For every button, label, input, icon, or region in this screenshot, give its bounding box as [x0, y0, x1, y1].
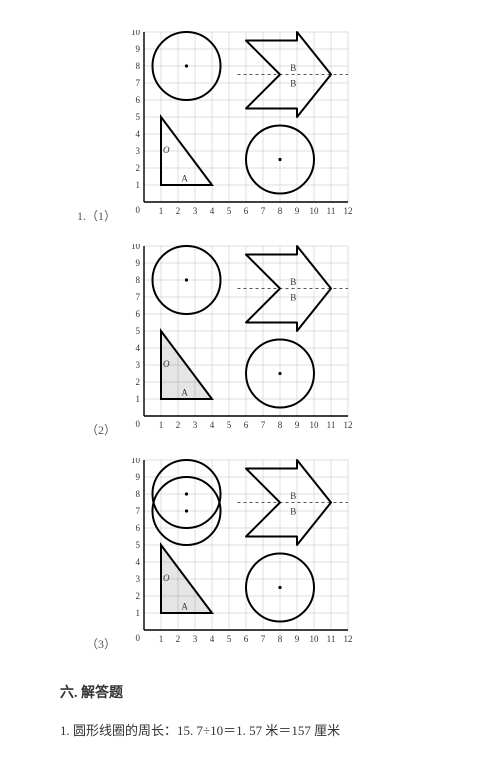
svg-text:9: 9	[136, 44, 141, 54]
svg-text:5: 5	[136, 540, 141, 550]
svg-text:3: 3	[136, 360, 141, 370]
svg-text:4: 4	[136, 343, 141, 353]
svg-text:8: 8	[278, 634, 283, 644]
svg-text:7: 7	[136, 506, 141, 516]
svg-text:5: 5	[227, 206, 232, 216]
svg-text:3: 3	[193, 206, 198, 216]
figure-diagram-1: 012345678910111212345678910OABB	[122, 30, 352, 226]
svg-text:9: 9	[136, 472, 141, 482]
svg-text:7: 7	[136, 292, 141, 302]
svg-text:B: B	[290, 506, 296, 516]
svg-text:3: 3	[193, 634, 198, 644]
figure-block-1: 1.（1）012345678910111212345678910OABB	[60, 30, 450, 226]
svg-text:11: 11	[327, 634, 336, 644]
svg-text:10: 10	[131, 30, 141, 37]
svg-text:B: B	[290, 78, 296, 88]
svg-text:6: 6	[136, 95, 141, 105]
svg-text:2: 2	[136, 163, 141, 173]
svg-text:4: 4	[210, 634, 215, 644]
svg-text:6: 6	[244, 206, 249, 216]
svg-text:10: 10	[310, 206, 320, 216]
svg-text:1: 1	[159, 206, 164, 216]
svg-text:0: 0	[136, 205, 141, 215]
page-container: 1.（1）012345678910111212345678910OABB（2）0…	[0, 0, 500, 777]
svg-text:4: 4	[136, 129, 141, 139]
figure-label-2: （2）	[60, 421, 122, 440]
svg-text:1: 1	[159, 420, 164, 430]
svg-text:12: 12	[344, 420, 353, 430]
svg-text:11: 11	[327, 420, 336, 430]
answer-line-1: 1. 圆形线圈的周长：15. 7÷10＝1. 57 米＝157 厘米	[60, 720, 450, 739]
svg-text:7: 7	[261, 634, 266, 644]
svg-text:3: 3	[136, 146, 141, 156]
svg-text:O: O	[163, 145, 170, 155]
svg-text:8: 8	[136, 275, 141, 285]
svg-text:A: A	[181, 388, 188, 398]
svg-text:11: 11	[327, 206, 336, 216]
svg-text:B: B	[290, 292, 296, 302]
svg-text:2: 2	[176, 634, 181, 644]
svg-text:3: 3	[193, 420, 198, 430]
svg-text:8: 8	[136, 489, 141, 499]
svg-text:7: 7	[261, 206, 266, 216]
svg-text:2: 2	[136, 377, 141, 387]
svg-text:12: 12	[344, 634, 353, 644]
figure-diagram-2: 012345678910111212345678910OABB	[122, 244, 352, 440]
svg-text:1: 1	[136, 608, 141, 618]
svg-text:1: 1	[159, 634, 164, 644]
svg-text:6: 6	[244, 420, 249, 430]
svg-text:9: 9	[295, 206, 300, 216]
svg-text:5: 5	[136, 326, 141, 336]
svg-text:A: A	[181, 602, 188, 612]
svg-text:2: 2	[136, 591, 141, 601]
svg-text:4: 4	[210, 206, 215, 216]
svg-text:1: 1	[136, 180, 141, 190]
svg-text:12: 12	[344, 206, 353, 216]
svg-text:5: 5	[227, 634, 232, 644]
svg-text:8: 8	[278, 420, 283, 430]
svg-text:B: B	[290, 63, 296, 73]
svg-text:10: 10	[131, 244, 141, 251]
svg-text:6: 6	[136, 523, 141, 533]
svg-text:9: 9	[295, 420, 300, 430]
svg-text:1: 1	[136, 394, 141, 404]
figure-diagram-3: 012345678910111212345678910OABB	[122, 458, 352, 654]
svg-text:B: B	[290, 277, 296, 287]
svg-text:O: O	[163, 573, 170, 583]
figure-label-3: （3）	[60, 635, 122, 654]
svg-text:10: 10	[131, 458, 141, 465]
svg-text:B: B	[290, 491, 296, 501]
svg-text:O: O	[163, 359, 170, 369]
figure-label-1: 1.（1）	[60, 207, 122, 226]
svg-text:5: 5	[227, 420, 232, 430]
svg-text:7: 7	[261, 420, 266, 430]
svg-text:10: 10	[310, 634, 320, 644]
svg-text:6: 6	[136, 309, 141, 319]
figure-block-3: （3）012345678910111212345678910OABB	[60, 458, 450, 654]
section-heading: 六. 解答题	[60, 682, 450, 702]
svg-text:5: 5	[136, 112, 141, 122]
svg-text:9: 9	[295, 634, 300, 644]
svg-text:9: 9	[136, 258, 141, 268]
svg-text:7: 7	[136, 78, 141, 88]
svg-text:8: 8	[136, 61, 141, 71]
svg-text:6: 6	[244, 634, 249, 644]
figures-host: 1.（1）012345678910111212345678910OABB（2）0…	[60, 30, 450, 654]
svg-text:10: 10	[310, 420, 320, 430]
svg-text:4: 4	[136, 557, 141, 567]
svg-text:A: A	[181, 174, 188, 184]
svg-text:0: 0	[136, 419, 141, 429]
figure-block-2: （2）012345678910111212345678910OABB	[60, 244, 450, 440]
svg-text:3: 3	[136, 574, 141, 584]
svg-text:4: 4	[210, 420, 215, 430]
svg-text:2: 2	[176, 420, 181, 430]
svg-text:8: 8	[278, 206, 283, 216]
svg-text:0: 0	[136, 633, 141, 643]
svg-text:2: 2	[176, 206, 181, 216]
